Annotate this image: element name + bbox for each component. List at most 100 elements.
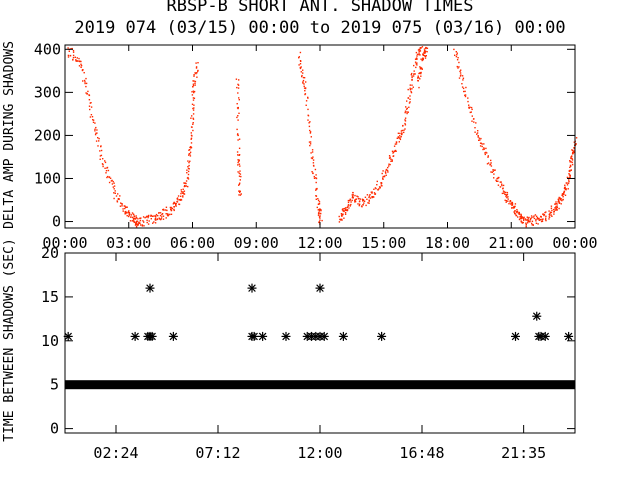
data-point bbox=[167, 213, 169, 215]
data-point bbox=[501, 192, 504, 195]
data-point bbox=[161, 213, 163, 216]
data-point bbox=[74, 56, 76, 58]
data-point bbox=[539, 218, 542, 221]
data-point bbox=[190, 132, 192, 134]
data-point bbox=[483, 148, 485, 150]
data-point bbox=[188, 161, 190, 164]
data-point bbox=[505, 194, 508, 197]
data-point bbox=[550, 214, 552, 216]
data-point bbox=[419, 78, 421, 80]
data-point bbox=[315, 174, 317, 176]
data-point bbox=[80, 66, 82, 68]
top-axes: 00:00 03:00 06:00 09:00 12:00 15:00 18:00 21:00… bbox=[34, 40, 598, 252]
data-point bbox=[398, 137, 400, 139]
data-point bbox=[420, 72, 422, 75]
data-point bbox=[87, 90, 89, 93]
data-point bbox=[165, 209, 167, 211]
shadow-curve-1 bbox=[67, 47, 140, 228]
data-point bbox=[359, 198, 362, 200]
data-point bbox=[411, 79, 413, 81]
data-point bbox=[312, 162, 315, 164]
bottom-y-tick-label: 20 bbox=[41, 244, 59, 262]
data-point bbox=[192, 122, 194, 124]
data-point bbox=[354, 194, 356, 197]
data-point bbox=[477, 136, 479, 138]
data-point bbox=[96, 132, 98, 134]
data-point bbox=[542, 218, 544, 220]
data-point bbox=[543, 214, 546, 216]
top-x-tick-label: 15:00 bbox=[361, 234, 406, 252]
data-point bbox=[240, 175, 242, 178]
data-point bbox=[405, 106, 407, 108]
data-point bbox=[302, 69, 304, 71]
data-point bbox=[319, 215, 321, 217]
top-x-tick-label: 00:00 bbox=[42, 234, 87, 252]
data-point bbox=[183, 193, 186, 195]
data-point bbox=[315, 198, 317, 200]
data-point bbox=[170, 208, 172, 211]
data-point bbox=[391, 160, 393, 162]
data-point bbox=[180, 189, 182, 191]
data-point bbox=[166, 214, 169, 216]
data-point bbox=[503, 191, 505, 193]
data-point bbox=[503, 192, 505, 194]
data-point bbox=[462, 77, 465, 79]
data-point bbox=[413, 73, 415, 75]
data-point bbox=[125, 206, 127, 208]
data-point bbox=[104, 161, 107, 164]
data-point bbox=[316, 187, 318, 190]
data-point bbox=[171, 207, 173, 210]
data-point bbox=[514, 203, 517, 205]
data-point bbox=[397, 132, 400, 134]
data-point bbox=[190, 126, 193, 128]
data-point bbox=[238, 175, 241, 177]
data-point bbox=[95, 140, 98, 142]
data-point bbox=[569, 176, 571, 179]
top-x-tick-label: 21:00 bbox=[489, 234, 534, 252]
data-point bbox=[311, 149, 314, 151]
data-point bbox=[414, 73, 416, 75]
star-point bbox=[145, 283, 155, 293]
star-stroke bbox=[146, 284, 154, 292]
data-point bbox=[357, 203, 359, 205]
data-point bbox=[182, 195, 184, 197]
data-point bbox=[404, 117, 407, 119]
data-point bbox=[85, 77, 87, 80]
data-point bbox=[471, 115, 473, 117]
data-point bbox=[317, 214, 320, 216]
data-point bbox=[305, 100, 308, 102]
data-point bbox=[420, 47, 422, 49]
data-point bbox=[477, 135, 479, 137]
data-point bbox=[511, 201, 513, 204]
data-point bbox=[483, 147, 485, 149]
star-point bbox=[249, 331, 259, 341]
data-point bbox=[72, 51, 75, 53]
data-point bbox=[388, 165, 390, 167]
data-point bbox=[112, 186, 114, 188]
data-point bbox=[562, 196, 564, 198]
data-point bbox=[420, 67, 422, 69]
data-point bbox=[155, 213, 158, 216]
data-point bbox=[407, 88, 409, 91]
data-point bbox=[395, 143, 398, 145]
data-point bbox=[99, 150, 101, 152]
data-point bbox=[191, 103, 194, 105]
data-point bbox=[402, 124, 404, 127]
data-point bbox=[183, 190, 186, 192]
data-point bbox=[185, 180, 188, 182]
bottom-y-axis-label: TIME BETWEEN SHADOWS (SEC) bbox=[2, 238, 17, 442]
data-point bbox=[368, 195, 371, 197]
data-point bbox=[187, 170, 190, 173]
data-point bbox=[155, 219, 157, 221]
data-point bbox=[460, 69, 462, 71]
data-point bbox=[525, 224, 527, 226]
data-point bbox=[558, 196, 560, 199]
data-point bbox=[70, 48, 72, 50]
data-point bbox=[514, 213, 517, 215]
data-point bbox=[299, 63, 302, 65]
top-y-tick-label: 300 bbox=[34, 83, 61, 101]
data-point bbox=[413, 70, 415, 72]
data-point bbox=[300, 66, 302, 68]
data-point bbox=[573, 147, 576, 150]
